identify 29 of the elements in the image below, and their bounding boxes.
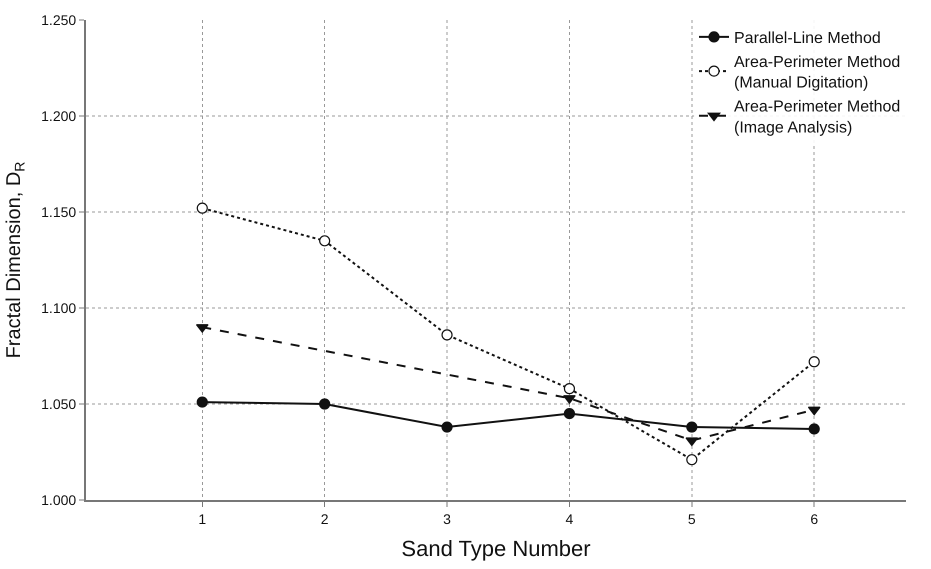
legend-label: Area-Perimeter Method (Manual Digitation) [734,54,900,92]
x-tick-label: 2 [320,510,329,527]
x-tick-label: 4 [566,510,574,527]
point [808,423,820,435]
point [564,383,576,394]
y-tick-label: 1.150 [41,204,76,220]
point [196,396,208,408]
point [685,437,698,446]
point [808,356,820,368]
y-tick-label: 1.050 [41,396,76,412]
y-tick-label: 1.000 [41,492,76,508]
y-tick-label: 1.250 [41,12,76,28]
point [441,421,453,433]
legend-label: Area-Perimeter Method (Image Analysis) [734,98,900,136]
x-tick-label: 1 [198,510,206,527]
point [319,235,330,246]
point [564,408,576,420]
x-tick-label: 3 [443,510,452,527]
y-tick-label: 1.100 [41,300,76,316]
y-tick-label: 1.200 [41,108,76,124]
point [196,202,208,214]
point [686,421,698,433]
x-tick-label: 6 [810,510,818,527]
point [441,329,453,340]
point [686,454,698,466]
point [319,398,330,410]
legend-label: Parallel-Line Method [734,30,881,48]
x-tick-label: 5 [688,510,696,527]
x-axis-title: Sand Type Number [401,536,591,562]
